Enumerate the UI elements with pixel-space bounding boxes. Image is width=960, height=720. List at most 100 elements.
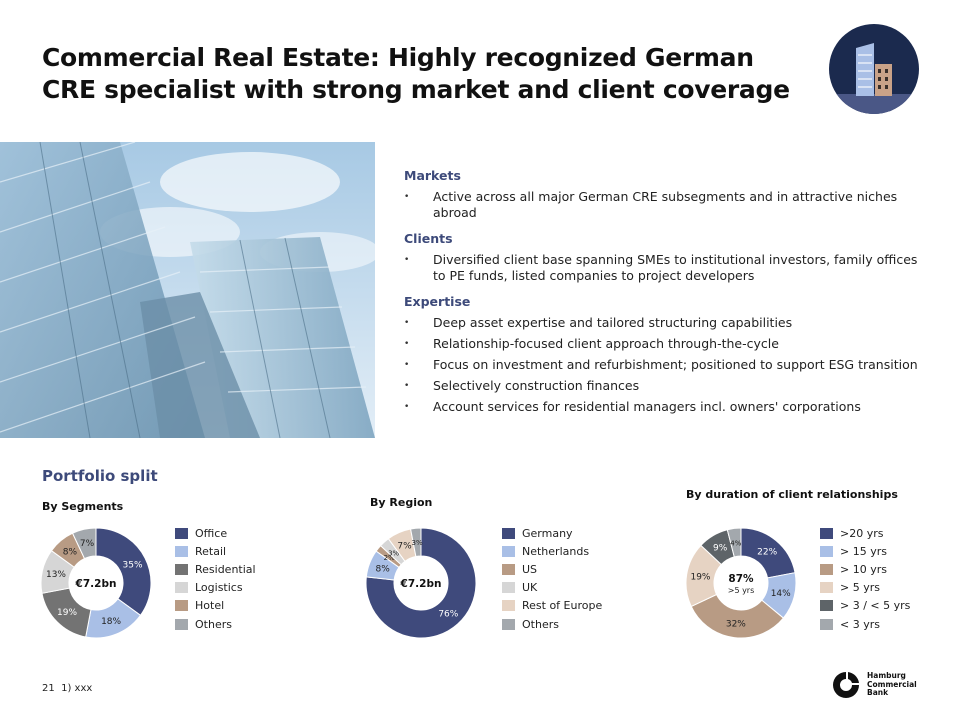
data-label-rest-of-europe: 7% bbox=[397, 541, 412, 551]
legend-label: > 10 yrs bbox=[840, 562, 887, 576]
legend-label: Germany bbox=[522, 526, 573, 540]
data-label-uk: 3% bbox=[388, 549, 399, 557]
data-label-5-yrs: 19% bbox=[690, 573, 710, 583]
description-panel: Markets Active across all major German C… bbox=[404, 168, 924, 425]
logo-line: Bank bbox=[867, 688, 889, 698]
legend-swatch bbox=[502, 618, 515, 630]
legend-swatch bbox=[175, 582, 188, 594]
data-label-others: 7% bbox=[80, 539, 95, 549]
legend-item-20-yrs: >20 yrs bbox=[820, 524, 910, 542]
legend-label: Logistics bbox=[195, 581, 243, 595]
legend-label: > 15 yrs bbox=[840, 544, 887, 558]
legend-swatch bbox=[502, 582, 515, 594]
duration-donut-chart: 22% 14% 32% 19% 9%4% 87%>5 yrs bbox=[685, 527, 797, 639]
page-title: Commercial Real Estate: Highly recognize… bbox=[42, 43, 790, 104]
glass-buildings-photo bbox=[0, 142, 375, 438]
data-label-residential: 19% bbox=[57, 608, 77, 618]
buildings-icon bbox=[829, 24, 919, 114]
legend-swatch bbox=[820, 545, 833, 557]
legend-swatch bbox=[175, 618, 188, 630]
legend-swatch bbox=[502, 527, 515, 539]
clients-section: Clients Diversified client base spanning… bbox=[404, 231, 924, 284]
footnote: 1) xxx bbox=[61, 683, 93, 694]
legend-swatch bbox=[502, 563, 515, 575]
legend-item-germany: Germany bbox=[502, 524, 602, 542]
hcob-logo-icon bbox=[833, 672, 859, 698]
legend-label: Netherlands bbox=[522, 544, 590, 558]
legend-swatch bbox=[820, 600, 833, 612]
legend-swatch bbox=[502, 600, 515, 612]
slice-10-yrs bbox=[690, 593, 785, 639]
expertise-section: Expertise Deep asset expertise and tailo… bbox=[404, 294, 924, 415]
legend-swatch bbox=[820, 618, 833, 630]
legend-item-retail: Retail bbox=[175, 542, 256, 560]
bullet-item: Selectively construction finances bbox=[404, 378, 924, 394]
data-label-netherlands: 8% bbox=[376, 564, 391, 574]
data-label-us: 2% bbox=[384, 554, 395, 562]
legend-label: Office bbox=[195, 526, 228, 540]
legend-item-hotel: Hotel bbox=[175, 597, 256, 615]
segments-donut-chart: 35% 18% 19% 13% 8%7% €7.2bn bbox=[40, 527, 152, 639]
legend-label: > 3 / < 5 yrs bbox=[840, 599, 911, 613]
legend-label: Rest of Europe bbox=[522, 599, 603, 613]
portfolio-title: Portfolio split bbox=[42, 467, 158, 485]
legend-item-rest-of-europe: Rest of Europe bbox=[502, 597, 602, 615]
legend-label: Others bbox=[522, 617, 559, 631]
legend-swatch bbox=[175, 545, 188, 557]
logo-text: Hamburg Commercial Bank bbox=[867, 672, 917, 698]
data-label-15-yrs: 14% bbox=[771, 589, 791, 599]
legend-swatch bbox=[502, 545, 515, 557]
data-label-20-yrs: 22% bbox=[757, 547, 777, 557]
legend-item-us: US bbox=[502, 560, 602, 578]
legend-swatch bbox=[820, 527, 833, 539]
legend-label: Others bbox=[195, 617, 232, 631]
slice-others bbox=[71, 527, 97, 560]
legend-label: >20 yrs bbox=[840, 526, 884, 540]
data-label-others: 3% bbox=[412, 539, 423, 547]
bullet-item: Account services for residential manager… bbox=[404, 399, 924, 415]
logo-line: Hamburg bbox=[867, 671, 906, 681]
data-label-office: 35% bbox=[123, 560, 143, 570]
legend-item-10-yrs: > 10 yrs bbox=[820, 560, 910, 578]
bullet-item: Focus on investment and refurbishment; p… bbox=[404, 357, 924, 373]
slice-germany bbox=[365, 527, 477, 639]
data-label-logistics: 13% bbox=[46, 570, 66, 580]
legend-item-others: Others bbox=[175, 615, 256, 633]
legend-item-netherlands: Netherlands bbox=[502, 542, 602, 560]
legend-item-3-5-yrs: > 3 / < 5 yrs bbox=[820, 597, 910, 615]
legend-item-uk: UK bbox=[502, 579, 602, 597]
legend-item-logistics: Logistics bbox=[175, 579, 256, 597]
data-label-germany: 76% bbox=[438, 610, 458, 620]
legend-item-15-yrs: > 15 yrs bbox=[820, 542, 910, 560]
legend-label: Hotel bbox=[195, 599, 225, 613]
legend-item-others: Others bbox=[502, 615, 602, 633]
data-label-10-yrs: 32% bbox=[726, 620, 746, 630]
segments-legend: Office Retail Residential Logistics Hotel Oth… bbox=[175, 524, 256, 633]
bullet-item: Diversified client base spanning SMEs to… bbox=[404, 252, 924, 284]
legend-swatch bbox=[175, 527, 188, 539]
footer: 21 1) xxx bbox=[42, 683, 92, 694]
section-heading: Expertise bbox=[404, 294, 471, 309]
page-number: 21 bbox=[42, 683, 55, 694]
region-donut-chart: 76%8%2%3%7% 3%€7.2bn bbox=[365, 527, 477, 639]
hcob-logo: Hamburg Commercial Bank bbox=[831, 670, 917, 700]
legend-swatch bbox=[175, 600, 188, 612]
legend-item-office: Office bbox=[175, 524, 256, 542]
logo-line: Commercial bbox=[867, 679, 917, 689]
slice-office bbox=[95, 527, 152, 617]
duration-legend: >20 yrs > 15 yrs > 10 yrs > 5 yrs > 3 / < 5 … bbox=[820, 524, 910, 633]
slice-others bbox=[410, 527, 422, 558]
data-label-hotel: 8% bbox=[63, 547, 78, 557]
markets-section: Markets Active across all major German C… bbox=[404, 168, 924, 221]
legend-label: US bbox=[522, 562, 538, 576]
bullet-item: Relationship-focused client approach thr… bbox=[404, 336, 924, 352]
section-heading: Clients bbox=[404, 231, 453, 246]
data-label-3-yrs: 4% bbox=[730, 539, 741, 547]
legend-swatch bbox=[175, 563, 188, 575]
legend-item-3-yrs: < 3 yrs bbox=[820, 615, 910, 633]
legend-label: Retail bbox=[195, 544, 227, 558]
region-legend: Germany Netherlands US UK Rest of Europe Othe… bbox=[502, 524, 602, 633]
legend-item-5-yrs: > 5 yrs bbox=[820, 579, 910, 597]
legend-label: UK bbox=[522, 581, 538, 595]
center-label: €7.2bn bbox=[400, 578, 442, 590]
